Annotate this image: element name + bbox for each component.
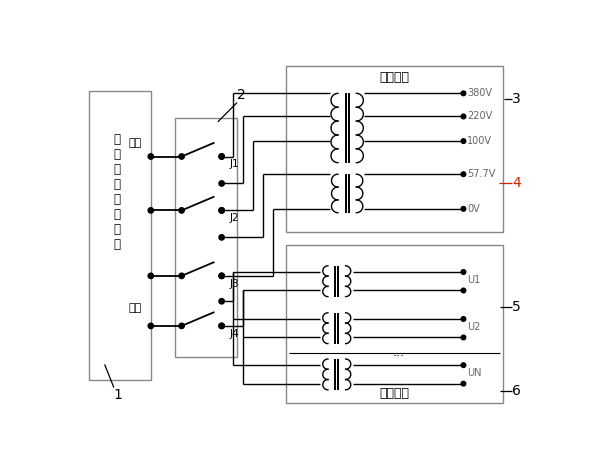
Text: 220V: 220V bbox=[467, 111, 492, 121]
Text: 4: 4 bbox=[512, 176, 521, 190]
Text: U2: U2 bbox=[467, 321, 480, 332]
Circle shape bbox=[461, 270, 466, 274]
Circle shape bbox=[461, 172, 466, 177]
Text: J3: J3 bbox=[229, 279, 239, 289]
Text: 57.7V: 57.7V bbox=[467, 169, 496, 179]
Bar bbox=[89, 91, 151, 380]
Text: 三相二次: 三相二次 bbox=[379, 70, 410, 84]
Circle shape bbox=[461, 288, 466, 293]
Circle shape bbox=[219, 181, 225, 186]
Circle shape bbox=[179, 208, 184, 213]
Circle shape bbox=[148, 323, 154, 329]
Circle shape bbox=[179, 273, 184, 279]
Text: 6: 6 bbox=[512, 384, 521, 399]
Bar bbox=[285, 66, 504, 232]
Text: J4: J4 bbox=[229, 329, 239, 338]
Circle shape bbox=[219, 273, 225, 279]
Circle shape bbox=[219, 298, 225, 304]
Text: 100V: 100V bbox=[467, 136, 492, 146]
Circle shape bbox=[461, 114, 466, 119]
Text: 380V: 380V bbox=[467, 88, 492, 98]
Text: 单相二次: 单相二次 bbox=[379, 387, 410, 400]
Circle shape bbox=[179, 154, 184, 159]
Circle shape bbox=[219, 235, 225, 240]
Text: 电
压
型
功
率
放
大
器: 电 压 型 功 率 放 大 器 bbox=[113, 133, 121, 251]
Text: UN: UN bbox=[467, 368, 482, 378]
Circle shape bbox=[179, 323, 184, 329]
Circle shape bbox=[148, 273, 154, 279]
Circle shape bbox=[219, 154, 225, 159]
Circle shape bbox=[219, 208, 225, 213]
Text: J1: J1 bbox=[229, 159, 239, 169]
Circle shape bbox=[219, 154, 225, 159]
Text: 反馈: 反馈 bbox=[129, 303, 142, 313]
Circle shape bbox=[461, 91, 466, 96]
Text: J2: J2 bbox=[229, 213, 239, 223]
Text: 0V: 0V bbox=[467, 204, 480, 214]
Circle shape bbox=[219, 323, 225, 329]
Text: U1: U1 bbox=[467, 274, 480, 285]
Circle shape bbox=[461, 335, 466, 340]
Bar bbox=[285, 245, 504, 403]
Circle shape bbox=[461, 317, 466, 321]
Circle shape bbox=[219, 208, 225, 213]
Text: 2: 2 bbox=[236, 88, 245, 102]
Bar bbox=[176, 118, 237, 357]
Text: ...: ... bbox=[393, 346, 405, 360]
Circle shape bbox=[461, 139, 466, 143]
Circle shape bbox=[219, 273, 225, 279]
Circle shape bbox=[219, 323, 225, 329]
Circle shape bbox=[148, 154, 154, 159]
Text: 3: 3 bbox=[512, 92, 521, 106]
Text: 1: 1 bbox=[113, 388, 122, 402]
Circle shape bbox=[461, 381, 466, 386]
Text: 5: 5 bbox=[512, 300, 521, 313]
Text: 一次: 一次 bbox=[129, 138, 142, 148]
Circle shape bbox=[148, 208, 154, 213]
Circle shape bbox=[461, 206, 466, 211]
Circle shape bbox=[461, 363, 466, 368]
